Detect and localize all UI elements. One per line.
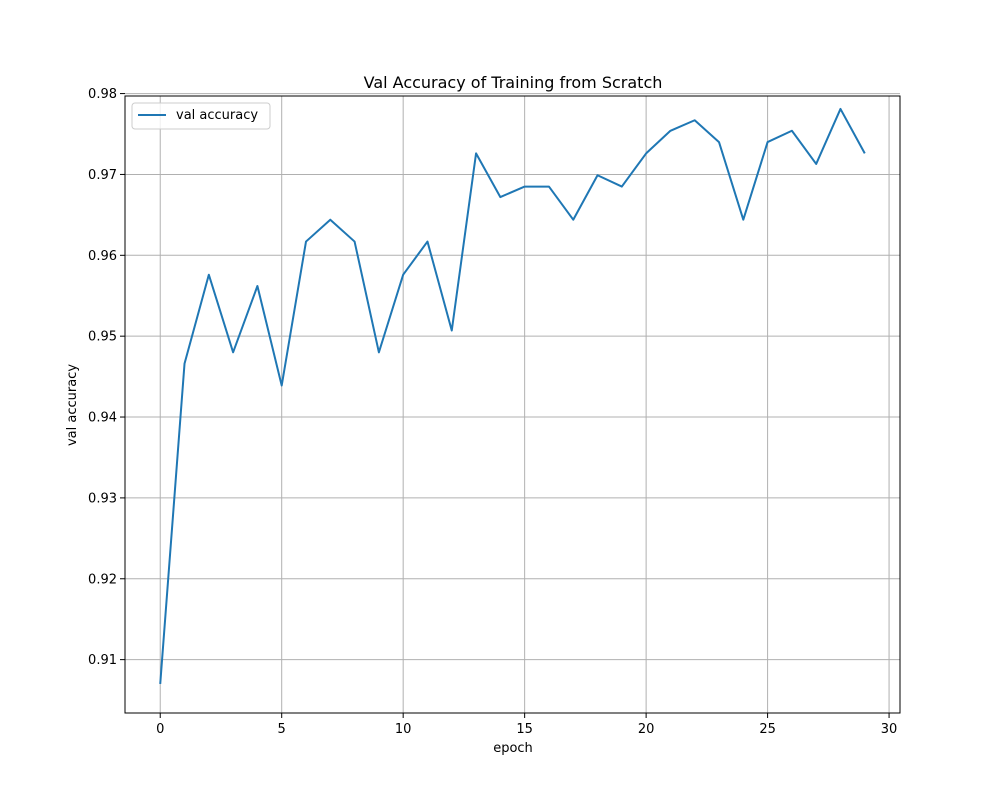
y-tick-label: 0.92 — [88, 572, 117, 587]
grid — [125, 93, 900, 713]
chart-title: Val Accuracy of Training from Scratch — [364, 73, 663, 92]
y-tick-label: 0.97 — [88, 168, 117, 183]
series-layer — [159, 107, 866, 684]
x-tick-label: 10 — [395, 722, 412, 737]
x-tick-label: 15 — [516, 722, 533, 737]
y-tick-label: 0.96 — [88, 249, 117, 264]
legend: val accuracy — [131, 102, 271, 130]
x-tick-label: 5 — [278, 722, 286, 737]
y-axis-label: val accuracy — [65, 364, 80, 446]
x-axis-label: epoch — [493, 741, 533, 756]
x-tick-label: 25 — [759, 722, 776, 737]
y-tick-label: 0.94 — [88, 411, 117, 426]
x-tick-label: 30 — [881, 722, 898, 737]
y-tick-label: 0.91 — [88, 653, 117, 668]
plot-frame — [124, 95, 901, 714]
x-tick-label: 20 — [638, 722, 655, 737]
legend-box — [131, 102, 271, 130]
x-tick-label: 0 — [156, 722, 164, 737]
ticks: 0 5 10 15 20 25 30 0.91 0.92 0.93 0.94 0.95 0.96 0.97… — [88, 87, 897, 737]
y-tick-label: 0.95 — [88, 330, 117, 345]
series-line-val-accuracy — [159, 107, 866, 684]
legend-label: val accuracy — [176, 108, 258, 123]
y-tick-label: 0.98 — [88, 87, 117, 102]
y-tick-label: 0.93 — [88, 491, 117, 506]
